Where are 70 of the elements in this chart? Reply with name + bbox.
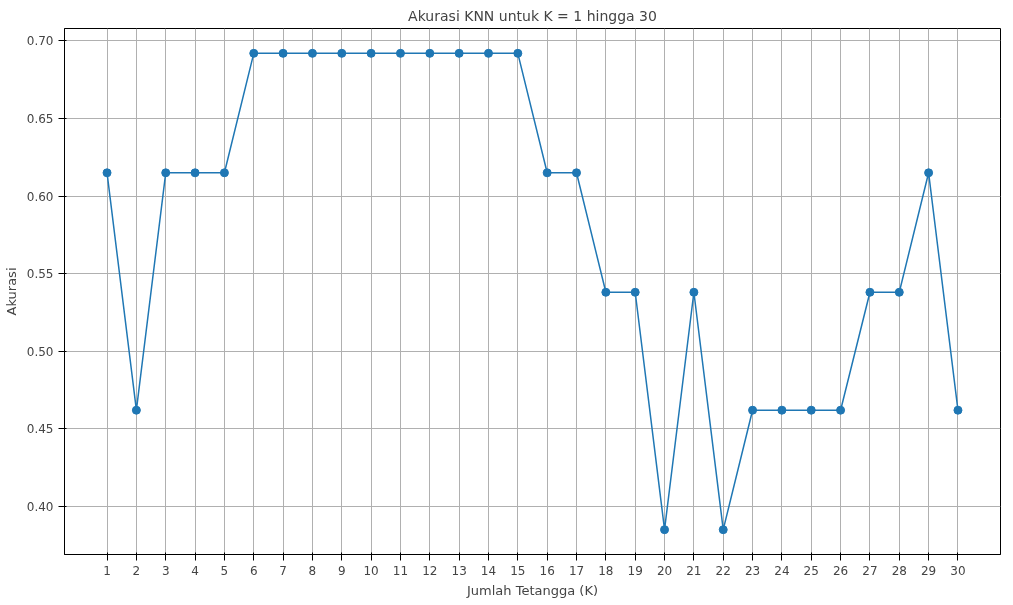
x-tick-label: 27 [862, 563, 878, 578]
point [307, 48, 317, 58]
x-tick-label: 1 [103, 563, 111, 578]
x-tick-label: 26 [832, 563, 849, 578]
point [572, 168, 582, 178]
x-tick-label: 10 [363, 563, 379, 578]
point [836, 405, 846, 415]
point [425, 48, 435, 58]
x-tick-label: 6 [249, 563, 258, 578]
point [748, 405, 758, 415]
x-tick-label: 11 [392, 563, 409, 578]
y-tick-label: 0.55 [26, 267, 54, 282]
point [660, 525, 670, 535]
point [395, 48, 405, 58]
x-tick-label: 2 [132, 563, 141, 578]
point [219, 168, 229, 178]
chart-title: Akurasi KNN untuk K = 1 hingga 30 [408, 7, 657, 24]
x-tick-label: 4 [191, 563, 199, 578]
point [366, 48, 376, 58]
point [865, 287, 875, 297]
point [894, 287, 904, 297]
y-tick-label: 0.45 [26, 422, 54, 437]
y-tick-label: 0.70 [26, 34, 54, 49]
point [513, 48, 523, 58]
point [689, 287, 699, 297]
x-tick-label: 20 [656, 563, 673, 578]
x-tick-label: 13 [451, 563, 467, 578]
x-tick-label: 15 [510, 563, 526, 578]
point [454, 48, 464, 58]
x-axis-title: Jumlah Tetangga (K) [466, 582, 598, 598]
point [161, 168, 171, 178]
point [718, 525, 728, 535]
x-tick-label: 29 [920, 563, 937, 578]
point [190, 168, 200, 178]
x-tick-label: 25 [803, 563, 819, 578]
y-tick-label: 0.65 [26, 111, 54, 126]
x-tick-label: 30 [950, 563, 966, 578]
x-tick-label: 9 [337, 563, 346, 578]
point [542, 168, 552, 178]
x-tick-label: 16 [539, 563, 555, 578]
point [337, 48, 347, 58]
point [278, 48, 288, 58]
x-tick-label: 7 [279, 563, 287, 578]
x-tick-label: 3 [161, 563, 170, 578]
point [953, 405, 963, 415]
y-tick-label: 0.60 [26, 189, 54, 204]
point [131, 405, 141, 415]
x-tick-label: 5 [220, 563, 229, 578]
point [249, 48, 259, 58]
point [806, 405, 816, 415]
y-axis-title: Akurasi [3, 267, 19, 316]
x-tick-label: 8 [308, 563, 317, 578]
x-tick-label: 17 [568, 563, 585, 578]
x-tick-label: 23 [744, 563, 761, 578]
x-tick-label: 21 [686, 563, 702, 578]
x-tick-label: 28 [891, 563, 907, 578]
x-tick-label: 22 [715, 563, 731, 578]
x-tick-label: 14 [480, 563, 497, 578]
point [777, 405, 787, 415]
x-tick-label: 19 [627, 563, 643, 578]
x-tick-label: 18 [598, 563, 614, 578]
point [630, 287, 640, 297]
point [601, 287, 611, 297]
x-tick-label: 12 [422, 563, 438, 578]
y-tick-label: 0.40 [26, 499, 54, 514]
point [102, 168, 112, 178]
x-tick-label: 24 [774, 563, 790, 578]
point [483, 48, 493, 58]
point [924, 168, 934, 178]
y-tick-label: 0.50 [26, 344, 54, 359]
